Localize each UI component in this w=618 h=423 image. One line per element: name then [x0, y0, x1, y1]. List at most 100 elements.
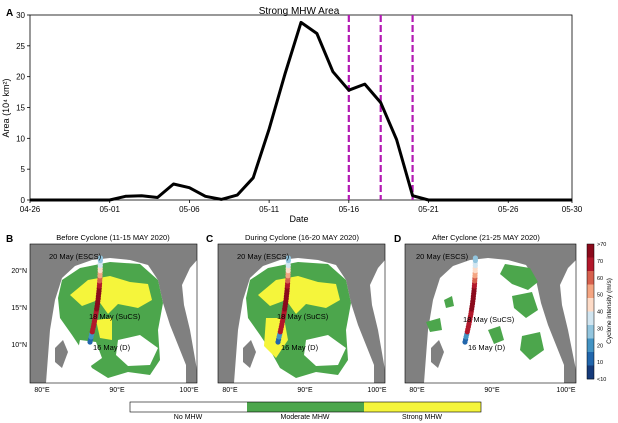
x-tick-label: 05-21: [418, 205, 439, 214]
panel-label-c: C: [206, 234, 213, 245]
moderate-mhw-region: [500, 264, 538, 290]
x-tick-label: 05-30: [562, 205, 583, 214]
colorbar-tick-label: 60: [597, 276, 603, 282]
legend-swatch-moderate-mhw: [247, 402, 364, 412]
legend-label-strong-mhw: Strong MHW: [402, 414, 442, 421]
colorbar-cell: [587, 298, 594, 312]
x-axis-ticks: 04-26 05-01 05-06 05-11 05-16 05-21 05-26 05-30: [20, 200, 583, 214]
map-title-c: During Cyclone (16-20 MAY 2020): [245, 233, 359, 242]
colorbar-tick-label: 20: [597, 343, 603, 349]
map-panel-b: B Before Cyclone (11-15 MAY 2020) 20 May…: [6, 233, 199, 394]
colorbar-tick-label: 50: [597, 293, 603, 299]
lat-tick-10n: 10°N: [11, 341, 27, 349]
colorbar-cell: [587, 365, 594, 380]
strong-mhw-area-line: [30, 20, 572, 202]
track-label-20-may: 20 May (ESCS): [49, 252, 102, 261]
chart-title: Strong MHW Area: [259, 6, 340, 17]
lon-tick-90e: 90°E: [297, 386, 313, 394]
no-mhw-region: [76, 340, 102, 368]
map-title-b: Before Cyclone (11-15 MAY 2020): [56, 233, 170, 242]
track-label-18-may: 18 May (SuCS): [277, 312, 329, 321]
lon-tick-80e: 80°E: [409, 386, 425, 394]
y-axis-label: Area (10⁴ km²): [1, 79, 11, 138]
x-tick-label: 05-16: [339, 205, 360, 214]
strong-mhw-region: [70, 276, 152, 314]
colorbar-cell: [587, 352, 594, 366]
lon-tick-90e: 90°E: [109, 386, 125, 394]
y-axis-ticks: 0 5 10 15 20 25 30: [16, 11, 30, 205]
strong-mhw-region: [96, 318, 112, 340]
cyclone-track: [462, 255, 478, 345]
plot-frame: [29, 14, 573, 201]
x-tick-label: 05-26: [498, 205, 519, 214]
track-point: [472, 255, 478, 261]
y-tick-label: 20: [16, 73, 25, 82]
colorbar-cell: [587, 325, 594, 339]
track-point: [285, 255, 291, 261]
track-label-16-may: 16 May (D): [468, 343, 506, 352]
colorbar-cell: [587, 338, 594, 353]
colorbar-tick-label: 70: [597, 259, 603, 265]
legend-frame: [129, 401, 482, 413]
colorbar-tick-label: <10: [597, 377, 606, 383]
legend-swatch-strong-mhw: [364, 402, 481, 412]
landmass: [405, 244, 576, 383]
map-frame: [29, 243, 198, 384]
x-axis-label: Date: [289, 214, 308, 224]
x-tick-label: 05-06: [179, 205, 200, 214]
lon-tick-100e: 100°E: [179, 386, 198, 394]
map-panel-c: C During Cyclone (16-20 MAY 2020) 20 May…: [206, 233, 387, 394]
colorbar-tick-label: 30: [597, 326, 603, 332]
y-tick-label: 10: [16, 134, 25, 143]
x-tick-label: 04-26: [20, 205, 41, 214]
no-mhw-region: [116, 335, 158, 366]
moderate-mhw-region: [512, 292, 538, 318]
moderate-mhw-region: [444, 296, 454, 308]
cyclone-intensity-colorbar: >70 70 60 50 40 30 20 10 <10 Cyclone intensity (…: [586, 242, 613, 383]
panel-a: A Strong MHW Area 04-26 05-01 05-06 05-11 05…: [1, 6, 583, 224]
colorbar-cell: [587, 271, 594, 285]
sri-lanka: [431, 340, 444, 368]
track-label-20-may: 20 May (ESCS): [416, 252, 469, 261]
colorbar-tick-label: 10: [597, 360, 603, 366]
cyclone-period-lines: [347, 15, 414, 200]
lon-tick-100e: 100°E: [556, 386, 575, 394]
no-mhw-region: [304, 335, 346, 366]
cyclone-track: [87, 255, 103, 345]
track-label-20-may: 20 May (ESCS): [237, 252, 290, 261]
lon-tick-80e: 80°E: [222, 386, 238, 394]
lat-tick-20n: 20°N: [11, 267, 27, 275]
track-label-16-may: 16 May (D): [281, 343, 319, 352]
y-tick-label: 0: [21, 196, 26, 205]
colorbar-tick-label: 40: [597, 310, 603, 316]
moderate-mhw-region: [520, 332, 544, 360]
x-tick-label: 05-01: [99, 205, 120, 214]
legend-swatch-no-mhw: [130, 402, 247, 412]
track-label-18-may: 18 May (SuCS): [463, 315, 515, 324]
lat-tick-15n: 15°N: [11, 304, 27, 312]
colorbar-cell: [587, 244, 594, 258]
colorbar-label: Cyclone intensity (m/s): [606, 278, 613, 344]
sri-lanka: [243, 340, 256, 368]
sri-lanka: [55, 340, 68, 368]
colorbar-cell: [587, 257, 594, 272]
y-tick-label: 5: [21, 165, 26, 174]
panel-label-a: A: [6, 8, 13, 19]
panel-label-b: B: [6, 234, 13, 245]
legend-label-no-mhw: No MHW: [174, 414, 203, 421]
panel-label-d: D: [394, 234, 401, 245]
map-frame: [404, 243, 577, 384]
colorbar-tick-label: >70: [597, 242, 606, 248]
y-tick-label: 30: [16, 11, 25, 20]
lon-tick-80e: 80°E: [34, 386, 50, 394]
map-frame: [217, 243, 386, 384]
colorbar-cell: [587, 284, 594, 299]
strong-mhw-region: [258, 276, 340, 314]
cyclone-track: [275, 255, 291, 345]
y-tick-label: 15: [16, 104, 25, 113]
landmass: [30, 244, 197, 383]
lon-tick-100e: 100°E: [367, 386, 386, 394]
track-label-18-may: 18 May (SuCS): [89, 312, 141, 321]
track-point: [97, 255, 103, 261]
